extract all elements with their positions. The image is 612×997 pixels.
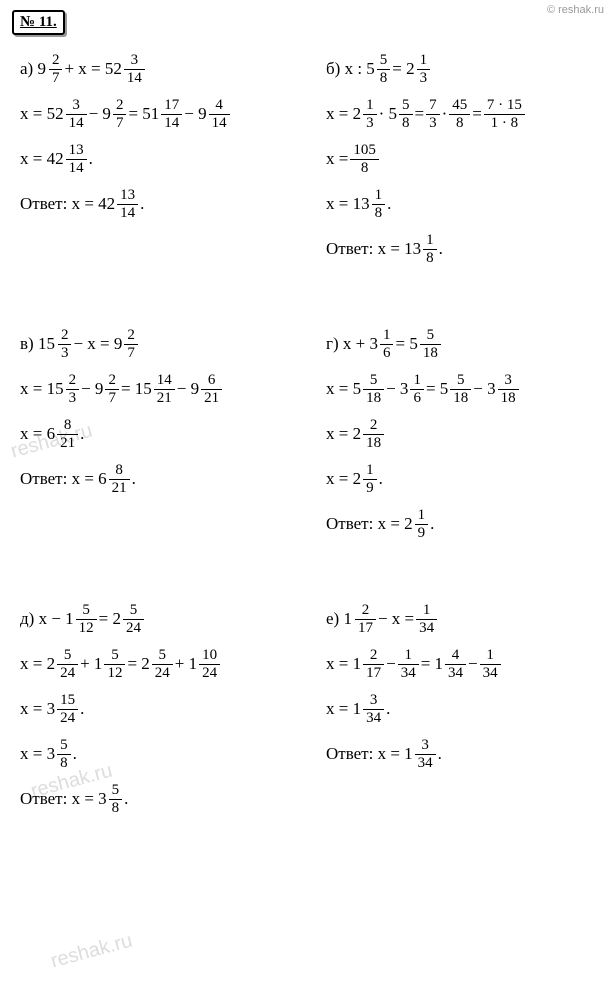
answer: Ответ: x = 1 334 . [326,738,592,771]
step: x = 15 23 − 9 27 = 15 1421 − 9 621 [20,373,286,406]
problem-e: е) 1 217 − x = 134 x = 1 217 − 134 = 1 4… [326,603,592,828]
equation: в) 15 23 − x = 9 27 [20,328,286,361]
problem-a: а) 9 27 + x = 52 314 x = 52 314 − 9 27 =… [20,53,286,278]
step: x = 2 218 [326,418,592,451]
label: г) [326,329,339,360]
result: x = 6 821 . [20,418,286,451]
problem-v: в) 15 23 − x = 9 27 x = 15 23 − 9 27 = 1… [20,328,286,553]
label: б) [326,54,340,85]
step: x = 3 1524 . [20,693,286,726]
step: x = 2 524 + 1 512 = 2 524 + 1 1024 [20,648,286,681]
step: x = 1058 [326,143,592,176]
step: x = 5 518 − 3 16 = 5 518 − 3 318 [326,373,592,406]
result: x = 2 19 . [326,463,592,496]
problem-number: № 11. [12,10,65,35]
label: д) [20,604,34,635]
step: x = 52 314 − 9 27 = 51 1714 − 9 414 [20,98,286,131]
equation: г) x + 3 16 = 5 518 [326,328,592,361]
label: в) [20,329,34,360]
answer: Ответ: x = 6 821 . [20,463,286,496]
content-area: а) 9 27 + x = 52 314 x = 52 314 − 9 27 =… [0,53,612,898]
answer: Ответ: x = 13 18 . [326,233,592,266]
step: x = 1 217 − 134 = 1 434 − 134 [326,648,592,681]
label: е) [326,604,339,635]
problem-g: г) x + 3 16 = 5 518 x = 5 518 − 3 16 = 5… [326,328,592,553]
row-2: в) 15 23 − x = 9 27 x = 15 23 − 9 27 = 1… [20,328,592,553]
equation: д) x − 1 512 = 2 524 [20,603,286,636]
equation: а) 9 27 + x = 52 314 [20,53,286,86]
result: x = 1 334 . [326,693,592,726]
equation: е) 1 217 − x = 134 [326,603,592,636]
result: x = 13 18 . [326,188,592,221]
step: x = 2 13 · 5 58 = 73 · 458 = 7 · 151 · 8 [326,98,592,131]
answer: Ответ: x = 3 58 . [20,783,286,816]
equation: б) x : 5 58 = 2 13 [326,53,592,86]
problem-d: д) x − 1 512 = 2 524 x = 2 524 + 1 512 =… [20,603,286,828]
answer: Ответ: x = 42 1314 . [20,188,286,221]
problem-b: б) x : 5 58 = 2 13 x = 2 13 · 5 58 = 73 … [326,53,592,278]
watermark-corner: © reshak.ru [547,4,604,16]
result: x = 3 58 . [20,738,286,771]
result: x = 42 1314 . [20,143,286,176]
watermark-diagonal: reshak.ru [48,930,134,974]
label: а) [20,54,33,85]
row-3: д) x − 1 512 = 2 524 x = 2 524 + 1 512 =… [20,603,592,828]
answer: Ответ: x = 2 19 . [326,508,592,541]
row-1: а) 9 27 + x = 52 314 x = 52 314 − 9 27 =… [20,53,592,278]
